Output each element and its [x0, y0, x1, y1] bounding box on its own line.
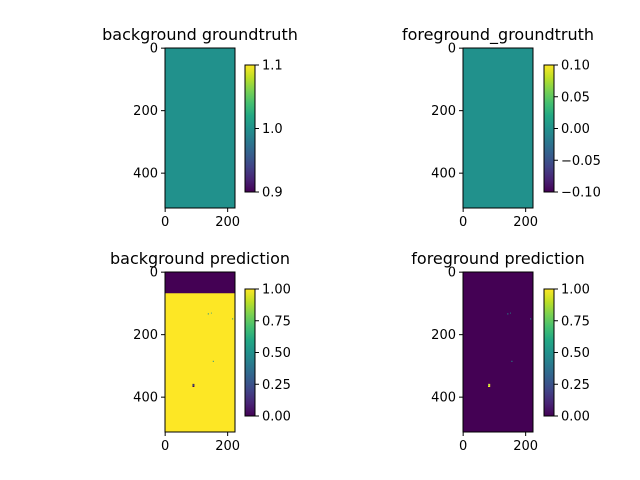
panel-bg-pred-region-5 — [212, 360, 214, 362]
panel-bg-pred-xtick-label: 0 — [161, 439, 169, 454]
panel-fg-gt-frame — [462, 47, 534, 209]
panel-fg-pred-title: foreground prediction — [411, 249, 584, 268]
panel-bg-pred-cbar-tick-label: 0.50 — [262, 346, 291, 361]
panel-fg-gt-ytick-label: 0 — [448, 42, 456, 57]
panel-bg-gt-cbar-tick-label: 1.1 — [262, 59, 283, 74]
panel-bg-gt-xtick-label: 200 — [215, 215, 240, 230]
panel-fg-pred-ytick-label: 400 — [431, 391, 456, 406]
panel-fg-gt-image — [463, 48, 533, 208]
panel-fg-pred-region-4 — [511, 360, 513, 362]
panel-bg-pred-cbar-tick-label: 0.75 — [262, 314, 291, 329]
panel-fg-gt-colorbar — [544, 65, 554, 192]
panel-bg-gt-cbar-tick-label: 1.0 — [262, 122, 283, 137]
panel-bg-pred-colorbar — [245, 289, 255, 416]
panel-fg-gt-cbar-tick-label: 0.00 — [561, 122, 590, 137]
panel-bg-gt-cbar-tick-label: 0.9 — [262, 186, 283, 201]
panel-fg-gt-ytick-label: 200 — [431, 104, 456, 119]
panel-bg-pred-ytick-label: 0 — [150, 266, 158, 281]
panel-fg-pred-cbar-tick-label: 0.25 — [561, 378, 590, 393]
panel-bg-pred-ytick-label: 200 — [133, 328, 158, 343]
panel-bg-gt-colorbar — [245, 65, 255, 192]
panel-fg-pred-region-2 — [507, 313, 509, 315]
panel-fg-gt-xtick-label: 0 — [459, 215, 467, 230]
panel-bg-gt-title: background groundtruth — [102, 25, 298, 44]
panel-bg-gt-ytick-label: 400 — [133, 167, 158, 182]
panel-fg-gt-xtick-label: 200 — [513, 215, 538, 230]
panel-bg-pred-region-2 — [192, 384, 194, 386]
panel-bg-pred-image — [165, 272, 235, 432]
panel-bg-gt-ytick-label: 200 — [133, 104, 158, 119]
panel-bg-pred-region-6 — [232, 318, 234, 320]
panel-fg-gt-cbar-tick-label: 0.05 — [561, 90, 590, 105]
panel-fg-pred-colorbar — [544, 289, 554, 416]
panel-fg-pred-frame — [462, 271, 534, 433]
panel-bg-pred-cbar-tick-label: 0.00 — [262, 410, 291, 425]
panel-fg-pred-ytick-label: 200 — [431, 328, 456, 343]
panel-fg-pred-region-1 — [488, 384, 490, 386]
panel-bg-pred-cbar-tick-label: 0.25 — [262, 378, 291, 393]
panel-bg-pred-cbar-tick-label: 1.00 — [262, 283, 291, 298]
panel-fg-pred-xtick-label: 200 — [513, 439, 538, 454]
panel-bg-gt-image — [165, 48, 235, 208]
panel-fg-pred-xtick-label: 0 — [459, 439, 467, 454]
panel-fg-pred-cbar-tick-label: 0.75 — [561, 314, 590, 329]
panel-bg-pred-region-3 — [207, 313, 209, 315]
panel-bg-gt-ytick-label: 0 — [150, 42, 158, 57]
panel-bg-pred-ytick-label: 400 — [133, 391, 158, 406]
panel-bg-pred-xtick-label: 200 — [215, 439, 240, 454]
panel-fg-gt-ytick-label: 400 — [431, 167, 456, 182]
panel-bg-pred-title: background prediction — [110, 249, 290, 268]
panel-fg-gt-cbar-tick-label: 0.10 — [561, 59, 590, 74]
panel-bg-gt-xtick-label: 0 — [161, 215, 169, 230]
panel-fg-pred-cbar-tick-label: 0.00 — [561, 410, 590, 425]
panel-fg-pred-cbar-tick-label: 0.50 — [561, 346, 590, 361]
panel-bg-gt-frame — [164, 47, 236, 209]
panel-fg-pred-ytick-label: 0 — [448, 266, 456, 281]
panel-fg-gt-cbar-tick-label: −0.10 — [561, 186, 601, 201]
panel-fg-pred-region-5 — [530, 318, 532, 320]
panel-fg-pred-cbar-tick-label: 1.00 — [561, 283, 590, 298]
panel-bg-pred-frame — [164, 271, 236, 433]
panel-bg-pred-region-4 — [210, 312, 212, 314]
panel-fg-pred-region-3 — [510, 312, 511, 314]
panel-fg-pred-image — [463, 272, 533, 432]
panel-fg-gt-title: foreground_groundtruth — [402, 25, 594, 45]
panel-bg-pred-region-0 — [165, 272, 235, 294]
panel-fg-gt-cbar-tick-label: −0.05 — [561, 154, 601, 169]
